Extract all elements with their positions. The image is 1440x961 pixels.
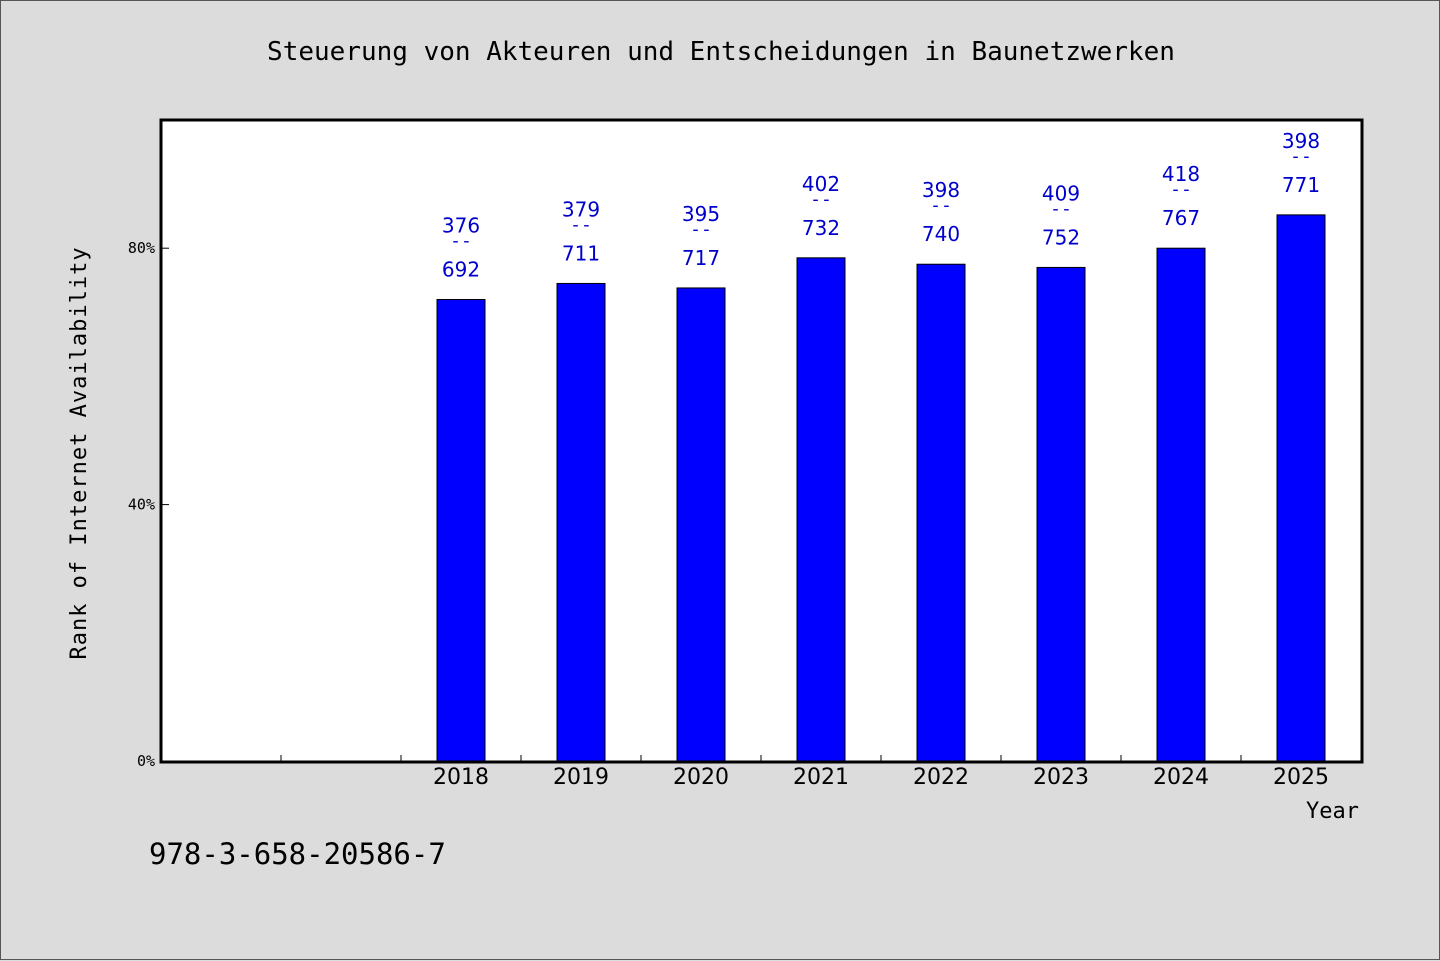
x-tick-label: 2020 (673, 765, 729, 790)
data-label-bottom: 692 (442, 257, 480, 281)
data-label-bottom: 717 (682, 246, 720, 270)
data-label-separator: -- (810, 189, 832, 210)
data-label-separator: -- (930, 195, 952, 216)
x-tick-label: 2021 (793, 765, 849, 790)
data-label-top: 418 (1162, 162, 1200, 186)
footer-note: 978-3-658-20586-7 (149, 837, 446, 871)
data-label-separator: -- (1050, 198, 1072, 219)
x-axis-label: Year (1306, 799, 1359, 824)
x-tick-label: 2018 (433, 765, 489, 790)
x-tick-label: 2024 (1153, 765, 1209, 790)
data-label-bottom: 711 (562, 241, 600, 265)
bar (1156, 247, 1206, 762)
x-tick-label: 2019 (553, 765, 609, 790)
x-ticks-layer: 2018 2019 2020 2021 2022 2023 2024 2025 (280, 755, 1329, 790)
x-tick-label: 2023 (1033, 765, 1089, 790)
plot-frame (159, 118, 1364, 764)
bar (916, 263, 966, 762)
data-label-bottom: 752 (1042, 225, 1080, 249)
data-label-separator: -- (1290, 146, 1312, 167)
data-label-top: 398 (1282, 129, 1320, 153)
data-label-top: 409 (1042, 181, 1080, 205)
data-label-bottom: 740 (922, 222, 960, 246)
data-label-top: 379 (562, 197, 600, 221)
data-labels-layer: 376--692379--711395--717402--732398--740… (442, 129, 1320, 282)
data-label-separator: -- (450, 230, 472, 251)
bar (1036, 266, 1086, 762)
bar (556, 282, 606, 762)
y-tick-label: 80% (128, 239, 155, 257)
data-label-top: 402 (802, 172, 840, 196)
data-label-bottom: 732 (802, 216, 840, 240)
data-label-top: 376 (442, 213, 480, 237)
bar (676, 287, 726, 762)
data-label-bottom: 767 (1162, 206, 1200, 230)
bars-layer (436, 214, 1326, 762)
chart-title: Steuerung von Akteuren und Entscheidunge… (267, 37, 1175, 67)
data-label-top: 398 (922, 178, 960, 202)
data-label-separator: -- (690, 219, 712, 240)
bar (436, 298, 486, 762)
y-tick-label: 40% (128, 496, 155, 514)
data-label-top: 395 (682, 202, 720, 226)
data-label-separator: -- (570, 214, 592, 235)
x-tick-label: 2022 (913, 765, 969, 790)
bar (796, 257, 846, 762)
x-tick-label: 2025 (1273, 765, 1329, 790)
y-axis-label: Rank of Internet Availability (67, 246, 92, 659)
data-label-separator: -- (1170, 179, 1192, 200)
y-tick-label: 0% (137, 752, 155, 770)
bar (1276, 214, 1326, 762)
data-label-bottom: 771 (1282, 173, 1320, 197)
